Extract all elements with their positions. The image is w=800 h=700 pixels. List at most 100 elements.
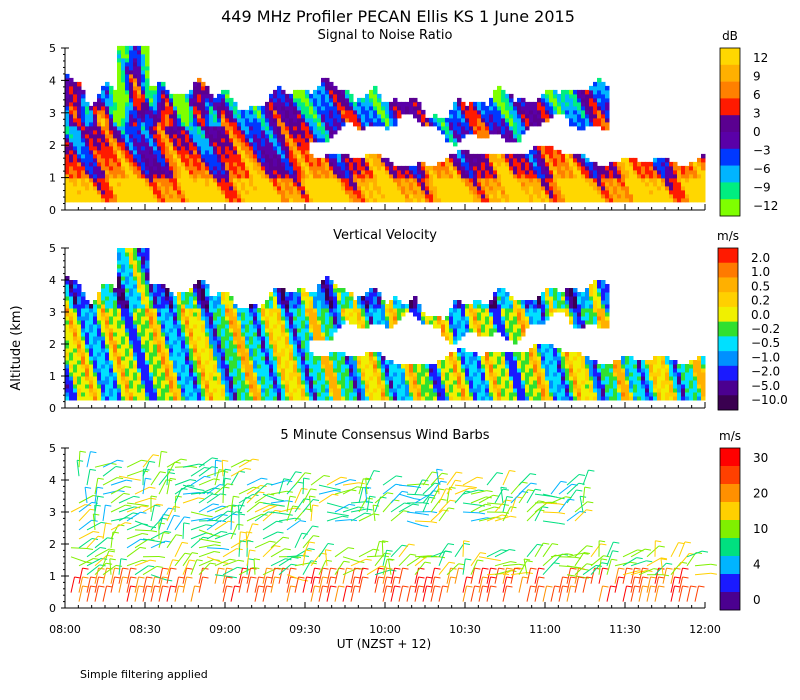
- heatmap-cell: [233, 388, 238, 393]
- heatmap-cell: [213, 145, 218, 151]
- heatmap-cell: [377, 105, 382, 111]
- heatmap-cell: [65, 125, 70, 131]
- heatmap-cell: [181, 392, 186, 397]
- heatmap-cell: [265, 161, 270, 167]
- heatmap-cell: [169, 340, 174, 345]
- heatmap-cell: [205, 292, 210, 297]
- heatmap-cell: [221, 356, 226, 361]
- heatmap-cell: [621, 161, 626, 167]
- heatmap-cell: [409, 97, 414, 103]
- heatmap-cell: [277, 173, 282, 179]
- heatmap-cell: [529, 121, 534, 127]
- heatmap-cell: [73, 181, 78, 187]
- heatmap-cell: [73, 81, 78, 87]
- heatmap-cell: [73, 388, 78, 393]
- heatmap-cell: [245, 121, 250, 127]
- heatmap-cell: [485, 185, 490, 191]
- heatmap-cell: [525, 121, 530, 127]
- heatmap-cell: [161, 336, 166, 341]
- heatmap-cell: [253, 165, 258, 171]
- heatmap-cell: [653, 173, 658, 179]
- heatmap-cell: [137, 288, 142, 293]
- heatmap-cell: [149, 85, 154, 91]
- heatmap-cell: [329, 109, 334, 115]
- heatmap-cell: [97, 153, 102, 159]
- heatmap-cell: [453, 113, 458, 119]
- heatmap-cell: [117, 73, 122, 79]
- heatmap-cell: [273, 137, 278, 143]
- heatmap-cell: [253, 169, 258, 175]
- heatmap-cell: [221, 388, 226, 393]
- heatmap-cell: [233, 141, 238, 147]
- heatmap-cell: [397, 173, 402, 179]
- heatmap-cell: [161, 181, 166, 187]
- heatmap-cell: [301, 157, 306, 163]
- heatmap-cell: [453, 153, 458, 159]
- heatmap-cell: [133, 304, 138, 309]
- heatmap-cell: [65, 392, 70, 397]
- heatmap-cell: [413, 197, 418, 203]
- heatmap-cell: [573, 173, 578, 179]
- heatmap-cell: [125, 189, 130, 195]
- heatmap-cell: [101, 157, 106, 163]
- heatmap-cell: [117, 348, 122, 353]
- heatmap-cell: [645, 181, 650, 187]
- heatmap-cell: [153, 380, 158, 385]
- heatmap-cell: [73, 113, 78, 119]
- heatmap-cell: [213, 388, 218, 393]
- heatmap-cell: [565, 177, 570, 183]
- heatmap-cell: [605, 89, 610, 95]
- heatmap-cell: [469, 121, 474, 127]
- heatmap-cell: [69, 364, 74, 369]
- heatmap-cell: [193, 157, 198, 163]
- heatmap-cell: [285, 177, 290, 183]
- heatmap-cell: [261, 157, 266, 163]
- heatmap-cell: [269, 177, 274, 183]
- heatmap-cell: [121, 264, 126, 269]
- heatmap-cell: [693, 177, 698, 183]
- heatmap-cell: [209, 344, 214, 349]
- heatmap-cell: [505, 117, 510, 123]
- heatmap-cell: [149, 312, 154, 317]
- heatmap-cell: [177, 105, 182, 111]
- heatmap-cell: [277, 157, 282, 163]
- heatmap-cell: [557, 173, 562, 179]
- heatmap-cell: [473, 101, 478, 107]
- heatmap-cell: [217, 340, 222, 345]
- heatmap-cell: [101, 113, 106, 119]
- heatmap-cell: [533, 145, 538, 151]
- heatmap-cell: [185, 292, 190, 297]
- heatmap-cell: [241, 177, 246, 183]
- heatmap-cell: [177, 296, 182, 301]
- heatmap-cell: [309, 133, 314, 139]
- heatmap-cell: [161, 332, 166, 337]
- heatmap-cell: [93, 348, 98, 353]
- heatmap-cell: [133, 185, 138, 191]
- heatmap-cell: [545, 177, 550, 183]
- heatmap-cell: [449, 109, 454, 115]
- heatmap-cell: [337, 105, 342, 111]
- heatmap-cell: [73, 97, 78, 103]
- heatmap-cell: [637, 161, 642, 167]
- heatmap-cell: [69, 181, 74, 187]
- heatmap-cell: [145, 73, 150, 79]
- heatmap-cell: [701, 189, 706, 195]
- heatmap-cell: [573, 89, 578, 95]
- heatmap-cell: [197, 304, 202, 309]
- heatmap-cell: [545, 97, 550, 103]
- heatmap-cell: [201, 372, 206, 377]
- heatmap-cell: [609, 177, 614, 183]
- heatmap-cell: [473, 169, 478, 175]
- heatmap-cell: [469, 193, 474, 199]
- heatmap-cell: [217, 181, 222, 187]
- heatmap-cell: [205, 344, 210, 349]
- heatmap-cell: [117, 161, 122, 167]
- heatmap-cell: [141, 324, 146, 329]
- heatmap-cell: [213, 185, 218, 191]
- heatmap-cell: [229, 109, 234, 115]
- heatmap-cell: [673, 169, 678, 175]
- heatmap-cell: [325, 85, 330, 91]
- heatmap-cell: [173, 352, 178, 357]
- heatmap-cell: [457, 189, 462, 195]
- heatmap-cell: [197, 312, 202, 317]
